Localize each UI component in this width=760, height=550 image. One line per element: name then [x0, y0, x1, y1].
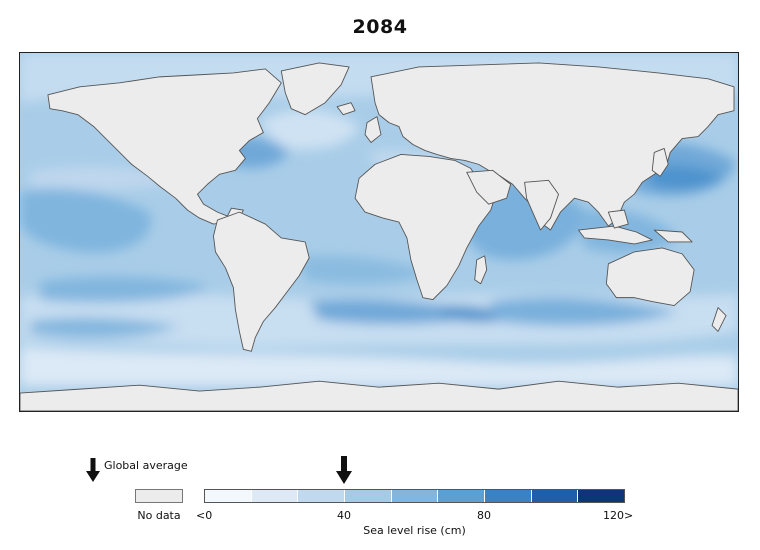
global-average-label: Global average	[104, 459, 188, 472]
scale-swatch	[531, 490, 579, 502]
scale-title: Sea level rise (cm)	[363, 524, 466, 537]
tick-label-80: 80	[477, 509, 491, 522]
new-zealand	[711, 307, 727, 332]
japan	[651, 148, 669, 177]
madagascar	[474, 255, 488, 285]
global-average-marker-icon	[336, 456, 353, 484]
north-america	[47, 68, 282, 225]
africa	[354, 153, 498, 301]
tick-label-max: 120>	[603, 509, 634, 522]
scale-swatch	[391, 490, 439, 502]
scale-swatch	[298, 490, 346, 502]
iceland	[336, 102, 356, 116]
tick-label-min: <0	[196, 509, 213, 522]
british-isles	[364, 116, 382, 143]
no-data-label: No data	[137, 509, 181, 522]
india	[524, 179, 559, 231]
south-america	[213, 211, 310, 352]
land	[20, 62, 738, 411]
color-scale-bar	[204, 489, 625, 503]
scale-swatch	[251, 490, 299, 502]
map-title: 2084	[352, 16, 408, 38]
eurasia	[370, 62, 735, 231]
global-average-arrow-icon	[86, 458, 100, 482]
tick-label-40: 40	[337, 509, 351, 522]
new-guinea	[653, 229, 693, 243]
no-data-swatch	[135, 489, 183, 503]
scale-swatch	[345, 490, 392, 502]
australia	[605, 247, 695, 307]
scale-swatch	[578, 490, 625, 502]
world-map	[19, 52, 739, 412]
arabia	[466, 169, 512, 205]
scale-swatch	[485, 490, 532, 502]
borneo	[607, 209, 629, 229]
greenland	[280, 62, 350, 116]
scale-swatch	[438, 490, 486, 502]
antarctica	[20, 380, 738, 411]
scale-swatch	[205, 490, 252, 502]
